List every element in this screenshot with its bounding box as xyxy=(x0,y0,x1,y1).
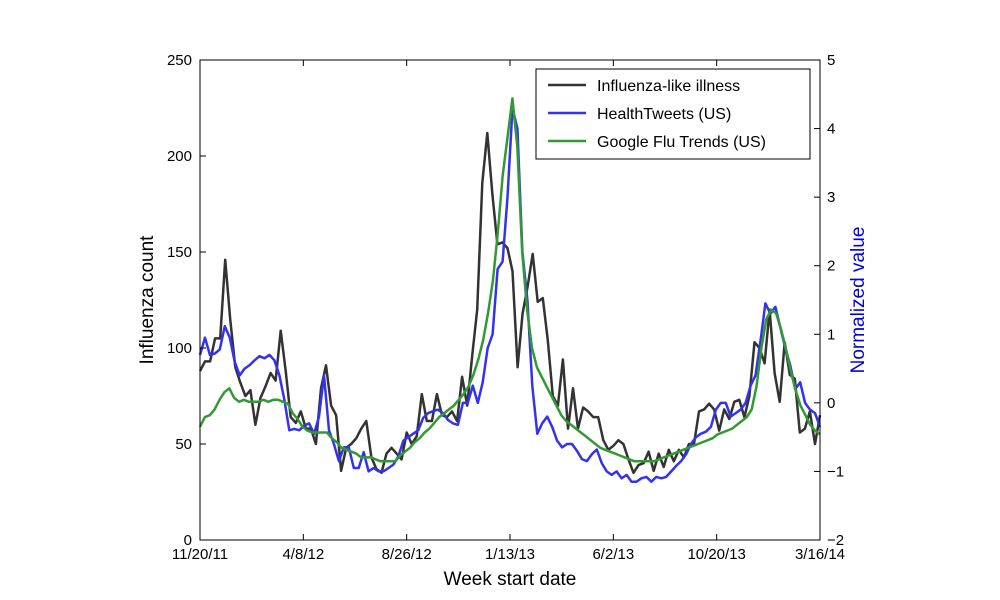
series-line-influenza-like-illness xyxy=(198,131,822,475)
y-tick-label: 150 xyxy=(167,244,192,261)
x-tick-label: 10/20/13 xyxy=(687,546,745,563)
plot-lines xyxy=(198,97,822,483)
x-axis-title: Week start date xyxy=(444,569,577,590)
y-axis-title: Influenza count xyxy=(137,235,158,365)
y2-tick-label: 5 xyxy=(827,52,835,69)
y2-tick-label: −2 xyxy=(827,532,844,549)
y2-tick-label: −1 xyxy=(827,463,844,480)
y-tick-label: 0 xyxy=(184,532,192,549)
y2-axis-ticks: −2 −1 0 1 2 3 4 5 xyxy=(814,52,844,549)
x-tick-label: 4/8/12 xyxy=(282,546,324,563)
y2-tick-label: 2 xyxy=(827,258,835,275)
x-tick-label: 11/20/11 xyxy=(172,546,228,563)
x-tick-label: 3/16/14 xyxy=(795,546,845,563)
y-axis-ticks: 0 50 100 150 200 250 xyxy=(167,52,206,549)
series-line-google-flu-trends-us xyxy=(198,97,821,463)
y-tick-label: 200 xyxy=(167,148,192,165)
y-tick-label: 50 xyxy=(175,436,192,453)
x-axis-ticks: 11/20/11 4/8/12 8/26/12 1/13/13 6/2/13 10/20/… xyxy=(172,60,845,563)
x-tick-label: 6/2/13 xyxy=(592,546,634,563)
legend-label: Google Flu Trends (US) xyxy=(597,134,766,151)
legend-label: HealthTweets (US) xyxy=(597,106,731,123)
y2-tick-label: 1 xyxy=(827,326,835,343)
y-tick-label: 100 xyxy=(167,340,192,357)
y2-tick-label: 0 xyxy=(827,395,835,412)
y-tick-label: 250 xyxy=(167,52,192,69)
y2-tick-label: 4 xyxy=(827,121,835,138)
legend: Influenza-like illness HealthTweets (US) G… xyxy=(535,68,811,160)
legend-label: Influenza-like illness xyxy=(597,78,740,95)
y2-axis-title: Normalized value xyxy=(848,227,869,374)
y2-tick-label: 3 xyxy=(827,189,835,206)
x-tick-label: 8/26/12 xyxy=(382,546,432,563)
x-tick-label: 1/13/13 xyxy=(485,546,535,563)
series-line-healthtweets-us xyxy=(198,106,822,483)
